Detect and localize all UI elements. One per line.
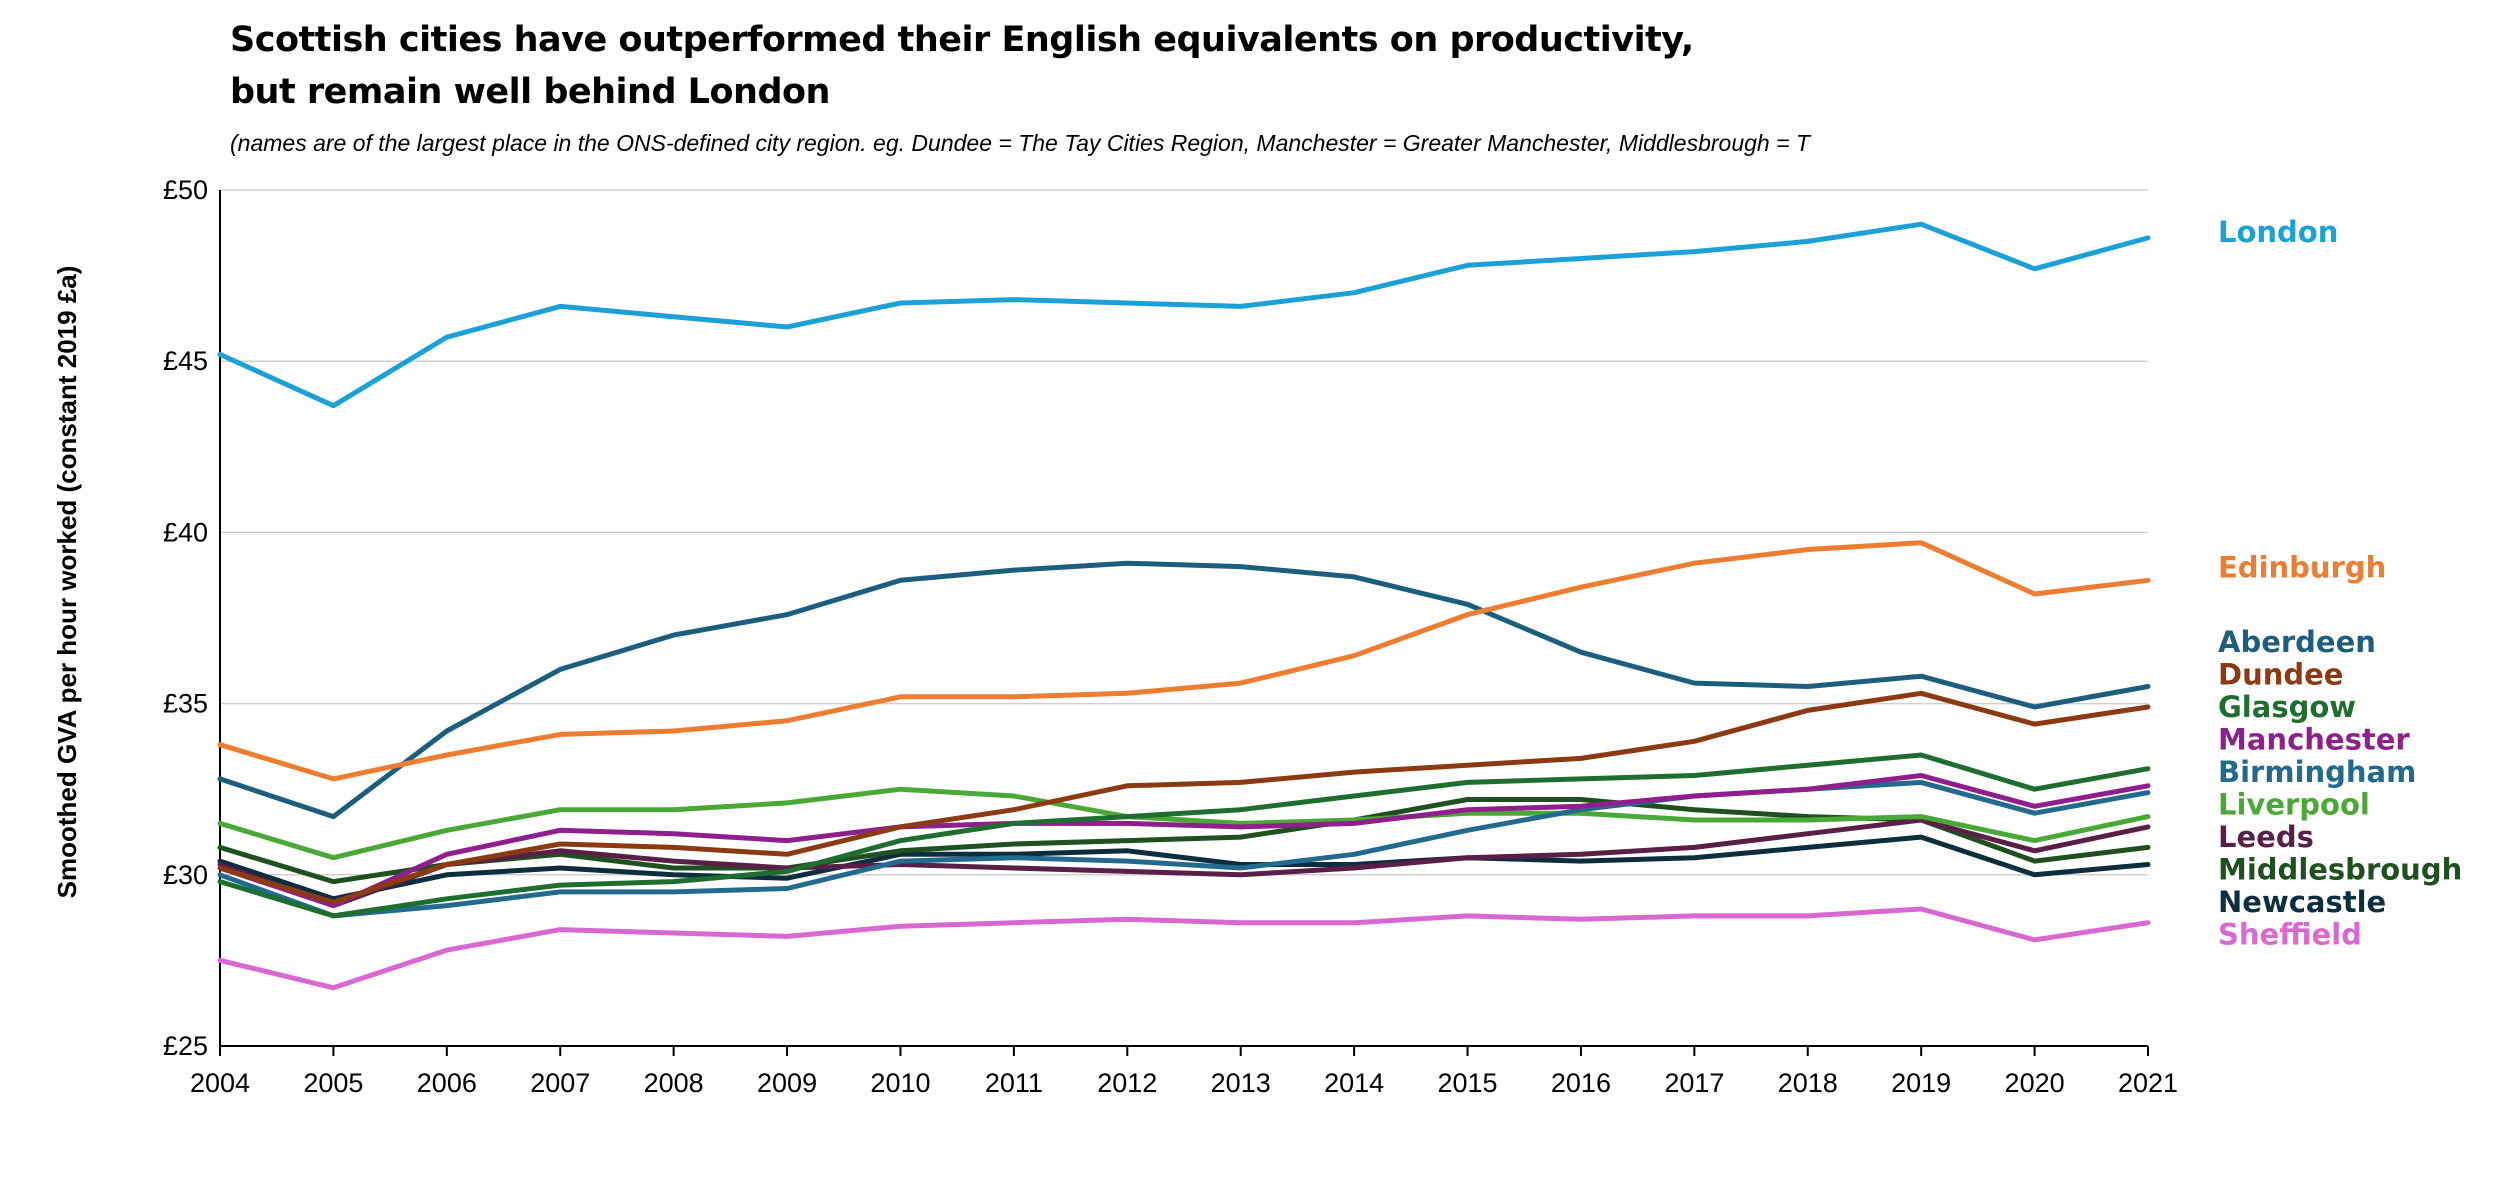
series-label-leeds: Leeds	[2218, 820, 2314, 854]
series-line-birmingham	[217, 779, 2151, 919]
axes	[219, 190, 2148, 1047]
series-line-leeds	[217, 817, 2151, 909]
x-tick-label: 2010	[870, 1068, 930, 1098]
chart-subtitle: (names are of the largest place in the O…	[230, 130, 1810, 156]
series-line-sheffield	[217, 906, 2151, 991]
y-tick-label: £30	[163, 860, 208, 890]
series-labels: London Edinburgh AberdeenDundeeGlasgowManc…	[2218, 215, 2462, 952]
x-tick-label: 2015	[1437, 1068, 1497, 1098]
x-tick-label: 2013	[1211, 1068, 1271, 1098]
x-tick-label: 2017	[1664, 1068, 1724, 1098]
x-axis-ticks: 2004 2005 2006 2007 2008 2009 2010 2011 2012 2013…	[190, 1046, 2178, 1098]
series-label-sheffield: Sheffield	[2218, 918, 2362, 952]
series-line-manchester	[217, 773, 2151, 909]
series-line-london	[217, 221, 2151, 409]
series-line-aberdeen	[217, 560, 2151, 820]
series-line-liverpool	[217, 786, 2151, 861]
series-label-dundee: Dundee	[2218, 658, 2343, 692]
series-label-aberdeen: Aberdeen	[2218, 625, 2376, 659]
series-label-middlesbrough: Middlesbrough	[2218, 853, 2462, 887]
x-tick-label: 2008	[644, 1068, 704, 1098]
y-tick-label: £50	[163, 175, 208, 205]
gridlines	[220, 189, 2148, 876]
y-tick-label: £25	[163, 1031, 208, 1061]
x-tick-label: 2019	[1891, 1068, 1951, 1098]
x-tick-label: 2004	[190, 1068, 250, 1098]
x-tick-label: 2006	[417, 1068, 477, 1098]
y-tick-label: £40	[163, 517, 208, 547]
series-label-liverpool: Liverpool	[2218, 788, 2370, 822]
x-tick-label: 2005	[303, 1068, 363, 1098]
x-tick-label: 2020	[2005, 1068, 2065, 1098]
x-tick-label: 2009	[757, 1068, 817, 1098]
series-line-dundee	[217, 690, 2151, 905]
x-tick-label: 2018	[1778, 1068, 1838, 1098]
series-label-manchester: Manchester	[2218, 723, 2410, 757]
x-tick-label: 2011	[985, 1068, 1043, 1098]
y-axis-label: Smoothed GVA per hour worked (constant 2…	[52, 266, 82, 899]
series-lines	[217, 221, 2151, 991]
series-label-glasgow: Glasgow	[2218, 690, 2356, 724]
series-label-london: London	[2218, 215, 2338, 249]
series-label-newcastle: Newcastle	[2218, 885, 2386, 919]
series-label-birmingham: Birmingham	[2218, 755, 2416, 789]
series-line-edinburgh	[217, 540, 2151, 782]
series-line-newcastle	[217, 834, 2151, 902]
chart-title-line-2: but remain well behind London	[230, 72, 830, 112]
y-tick-label: £45	[163, 346, 208, 376]
chart-title-line-1: Scottish cities have outperformed their …	[230, 20, 1694, 60]
x-tick-label: 2016	[1551, 1068, 1611, 1098]
series-label-edinburgh: Edinburgh	[2218, 550, 2386, 584]
x-tick-label: 2014	[1324, 1068, 1384, 1098]
y-tick-label: £35	[163, 689, 208, 719]
x-tick-label: 2021	[2118, 1068, 2178, 1098]
y-axis-ticks: £25 £30 £35 £40 £45 £50	[163, 175, 208, 1061]
x-tick-label: 2012	[1097, 1068, 1157, 1098]
series-line-glasgow	[217, 752, 2151, 919]
x-tick-label: 2007	[530, 1068, 590, 1098]
